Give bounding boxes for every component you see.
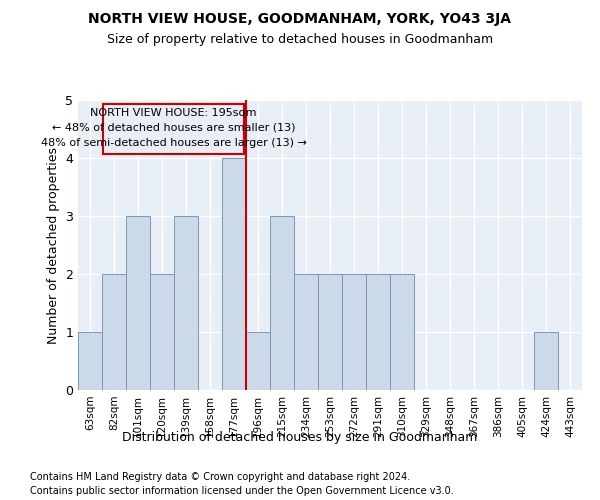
Bar <box>174 216 198 390</box>
Bar <box>318 274 342 390</box>
Bar <box>150 274 174 390</box>
Bar <box>78 332 102 390</box>
Text: Distribution of detached houses by size in Goodmanham: Distribution of detached houses by size … <box>122 431 478 444</box>
FancyBboxPatch shape <box>103 104 244 154</box>
Text: Contains public sector information licensed under the Open Government Licence v3: Contains public sector information licen… <box>30 486 454 496</box>
Bar <box>102 274 126 390</box>
Text: NORTH VIEW HOUSE: 195sqm: NORTH VIEW HOUSE: 195sqm <box>91 108 257 118</box>
Text: Size of property relative to detached houses in Goodmanham: Size of property relative to detached ho… <box>107 32 493 46</box>
Y-axis label: Number of detached properties: Number of detached properties <box>47 146 59 344</box>
Bar <box>390 274 414 390</box>
Text: ← 48% of detached houses are smaller (13): ← 48% of detached houses are smaller (13… <box>52 123 295 133</box>
Bar <box>126 216 150 390</box>
Text: 48% of semi-detached houses are larger (13) →: 48% of semi-detached houses are larger (… <box>41 138 307 148</box>
Bar <box>366 274 390 390</box>
Bar <box>270 216 294 390</box>
Bar <box>246 332 270 390</box>
Bar <box>342 274 366 390</box>
Bar <box>294 274 318 390</box>
Text: NORTH VIEW HOUSE, GOODMANHAM, YORK, YO43 3JA: NORTH VIEW HOUSE, GOODMANHAM, YORK, YO43… <box>89 12 511 26</box>
Bar <box>222 158 246 390</box>
Text: Contains HM Land Registry data © Crown copyright and database right 2024.: Contains HM Land Registry data © Crown c… <box>30 472 410 482</box>
Bar <box>534 332 558 390</box>
